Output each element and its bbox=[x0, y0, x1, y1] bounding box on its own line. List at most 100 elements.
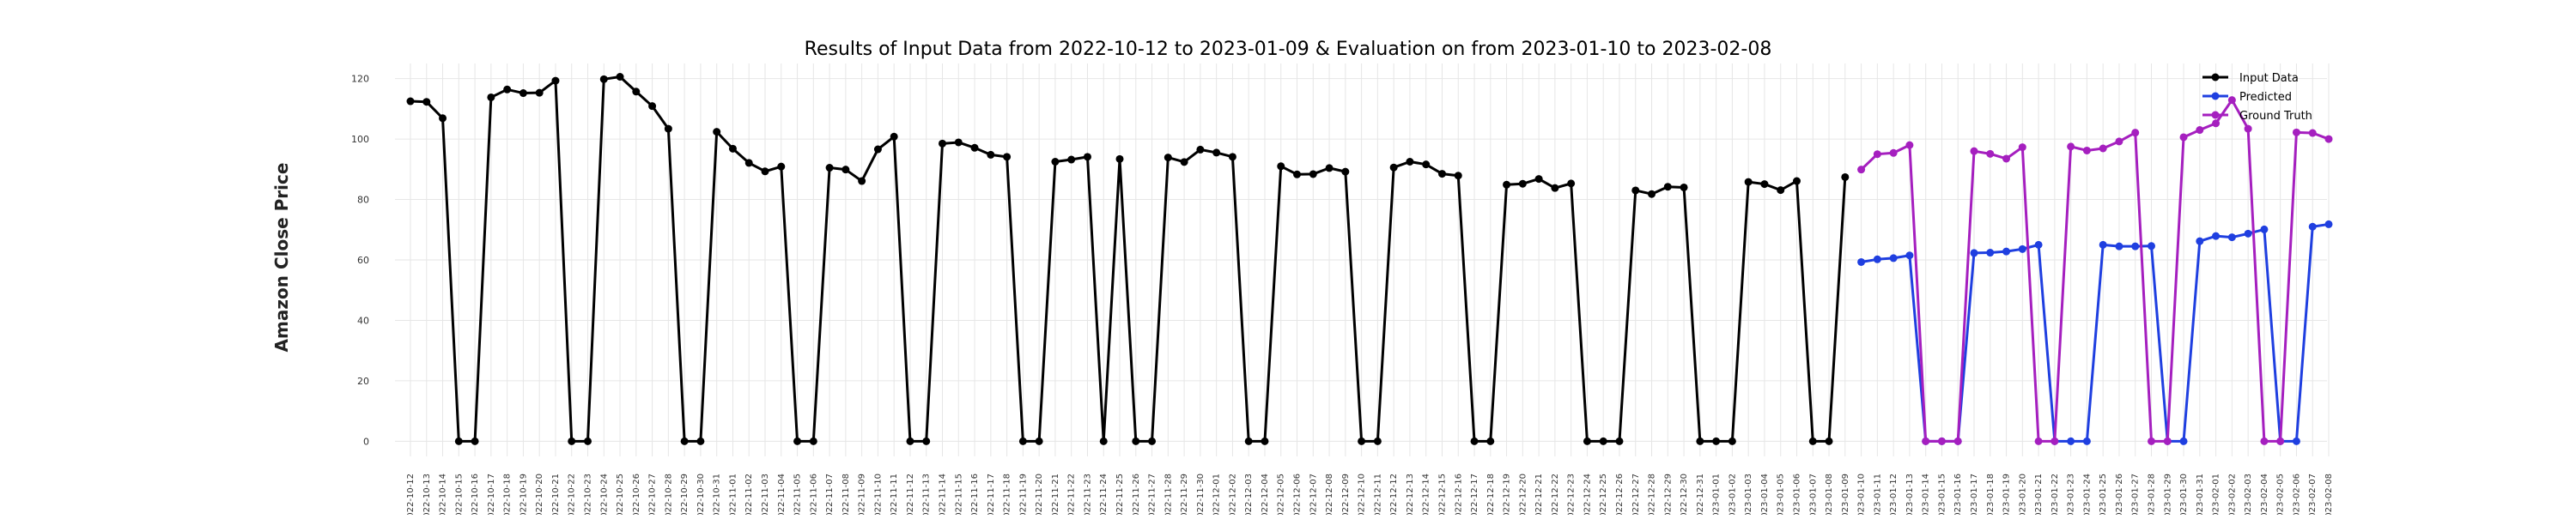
data-point-input-data bbox=[1148, 437, 1157, 445]
x-tick-label: 2022-11-01 bbox=[728, 474, 738, 515]
x-tick-label: 2022-10-15 bbox=[454, 474, 464, 515]
data-point-input-data bbox=[471, 437, 479, 445]
x-tick-label: 2022-12-04 bbox=[1261, 474, 1270, 515]
x-tick-label: 2022-11-25 bbox=[1115, 474, 1125, 515]
data-point-predicted bbox=[2148, 242, 2155, 250]
x-tick-label: 2022-10-12 bbox=[406, 474, 416, 515]
data-point-ground-truth bbox=[2131, 129, 2140, 137]
data-point-ground-truth bbox=[1953, 437, 1962, 445]
data-point-input-data bbox=[406, 97, 415, 106]
x-tick-label: 2022-10-19 bbox=[519, 474, 528, 515]
legend-label-predicted: Predicted bbox=[2239, 91, 2292, 104]
data-point-input-data bbox=[970, 143, 979, 152]
x-tick-label: 2022-12-05 bbox=[1277, 474, 1286, 515]
x-tick-label: 2022-10-27 bbox=[648, 474, 658, 515]
data-point-input-data bbox=[535, 88, 544, 97]
data-point-ground-truth bbox=[1873, 150, 1881, 159]
x-tick-label: 2022-11-22 bbox=[1067, 474, 1077, 515]
x-tick-label: 2023-01-27 bbox=[2131, 474, 2141, 515]
data-point-input-data bbox=[1663, 183, 1672, 191]
x-tick-label: 2022-12-27 bbox=[1631, 474, 1641, 515]
x-tick-label: 2022-12-18 bbox=[1486, 474, 1496, 515]
data-point-ground-truth bbox=[2115, 137, 2123, 146]
x-tick-label: 2023-01-19 bbox=[2002, 474, 2012, 515]
x-tick-label: 2022-11-14 bbox=[939, 474, 948, 515]
y-tick-label: 0 bbox=[363, 436, 369, 447]
data-point-input-data bbox=[664, 124, 672, 133]
data-point-input-data bbox=[648, 102, 657, 111]
x-tick-label: 2022-10-16 bbox=[471, 474, 480, 515]
x-tick-label: 2022-12-20 bbox=[1518, 474, 1528, 515]
data-point-ground-truth bbox=[2227, 96, 2236, 105]
x-tick-label: 2023-01-10 bbox=[1857, 474, 1867, 515]
data-point-ground-truth bbox=[1857, 166, 1866, 174]
data-point-predicted bbox=[2018, 244, 2026, 253]
x-tick-label: 2023-01-13 bbox=[1905, 474, 1915, 515]
data-point-input-data bbox=[890, 132, 898, 141]
y-tick-label: 40 bbox=[357, 315, 369, 326]
x-tick-label: 2022-12-21 bbox=[1534, 474, 1544, 515]
data-point-input-data bbox=[632, 88, 641, 96]
data-point-input-data bbox=[987, 150, 995, 159]
x-tick-label: 2022-10-20 bbox=[535, 474, 544, 515]
x-tick-label: 2022-11-17 bbox=[987, 474, 996, 515]
data-point-input-data bbox=[1132, 437, 1140, 445]
data-point-input-data bbox=[1615, 437, 1624, 445]
legend-marker-predicted bbox=[2211, 92, 2220, 100]
data-point-input-data bbox=[728, 144, 737, 153]
x-tick-label: 2022-12-16 bbox=[1454, 474, 1463, 515]
x-tick-label: 2022-11-11 bbox=[890, 474, 899, 515]
x-tick-label: 2023-01-21 bbox=[2034, 474, 2044, 515]
x-tick-label: 2022-11-03 bbox=[761, 474, 770, 515]
data-point-input-data bbox=[1437, 170, 1446, 178]
x-tick-label: 2023-02-08 bbox=[2324, 474, 2334, 515]
x-tick-label: 2023-01-03 bbox=[1744, 474, 1753, 515]
x-tick-label: 2023-01-18 bbox=[1986, 474, 1996, 515]
x-tick-label: 2022-12-23 bbox=[1567, 474, 1577, 515]
data-point-input-data bbox=[1244, 437, 1253, 445]
x-tick-label: 2022-11-07 bbox=[825, 474, 835, 515]
data-point-input-data bbox=[939, 139, 947, 148]
data-point-ground-truth bbox=[1889, 148, 1898, 157]
x-tick-label: 2023-01-01 bbox=[1712, 474, 1722, 515]
data-point-input-data bbox=[793, 437, 802, 445]
x-tick-label: 2022-12-30 bbox=[1680, 474, 1689, 515]
data-point-input-data bbox=[1163, 154, 1172, 162]
x-tick-label: 2022-12-13 bbox=[1406, 474, 1415, 515]
data-point-input-data bbox=[1358, 437, 1366, 445]
data-point-predicted bbox=[2196, 237, 2204, 245]
data-point-input-data bbox=[1228, 153, 1236, 161]
data-point-input-data bbox=[1534, 175, 1543, 184]
x-tick-label: 2022-12-07 bbox=[1309, 474, 1318, 515]
data-point-input-data bbox=[1422, 160, 1431, 169]
x-tick-label: 2022-10-24 bbox=[599, 474, 609, 515]
x-tick-label: 2023-01-12 bbox=[1889, 474, 1899, 515]
data-point-predicted bbox=[1986, 249, 1995, 257]
data-point-input-data bbox=[1389, 163, 1398, 172]
y-tick-label: 80 bbox=[357, 195, 369, 206]
x-tick-label: 2023-01-09 bbox=[1841, 474, 1850, 515]
x-tick-label: 2023-01-04 bbox=[1760, 474, 1770, 515]
x-tick-label: 2022-11-18 bbox=[1003, 474, 1012, 515]
y-tick-label: 100 bbox=[351, 134, 369, 145]
data-point-input-data bbox=[858, 177, 866, 185]
data-point-input-data bbox=[1503, 180, 1511, 189]
data-point-ground-truth bbox=[2196, 126, 2204, 135]
x-tick-label: 2022-11-09 bbox=[858, 474, 867, 515]
y-tick-label: 60 bbox=[357, 255, 369, 266]
x-tick-label: 2022-11-04 bbox=[777, 474, 787, 515]
x-tick-label: 2022-12-24 bbox=[1583, 474, 1592, 515]
data-point-input-data bbox=[777, 162, 786, 171]
data-point-predicted bbox=[2067, 437, 2075, 445]
data-point-predicted bbox=[1873, 255, 1881, 263]
data-point-input-data bbox=[1777, 186, 1785, 195]
data-point-ground-truth bbox=[2067, 142, 2075, 151]
data-point-ground-truth bbox=[1970, 147, 1978, 155]
x-tick-label: 2022-12-11 bbox=[1373, 474, 1382, 515]
data-point-input-data bbox=[1083, 153, 1091, 161]
x-tick-label: 2022-11-10 bbox=[873, 474, 883, 515]
x-tick-label: 2023-02-06 bbox=[2292, 474, 2301, 515]
data-point-ground-truth bbox=[2292, 128, 2300, 136]
x-tick-label: 2022-12-31 bbox=[1696, 474, 1705, 515]
x-tick-label: 2023-01-17 bbox=[1970, 474, 1979, 515]
